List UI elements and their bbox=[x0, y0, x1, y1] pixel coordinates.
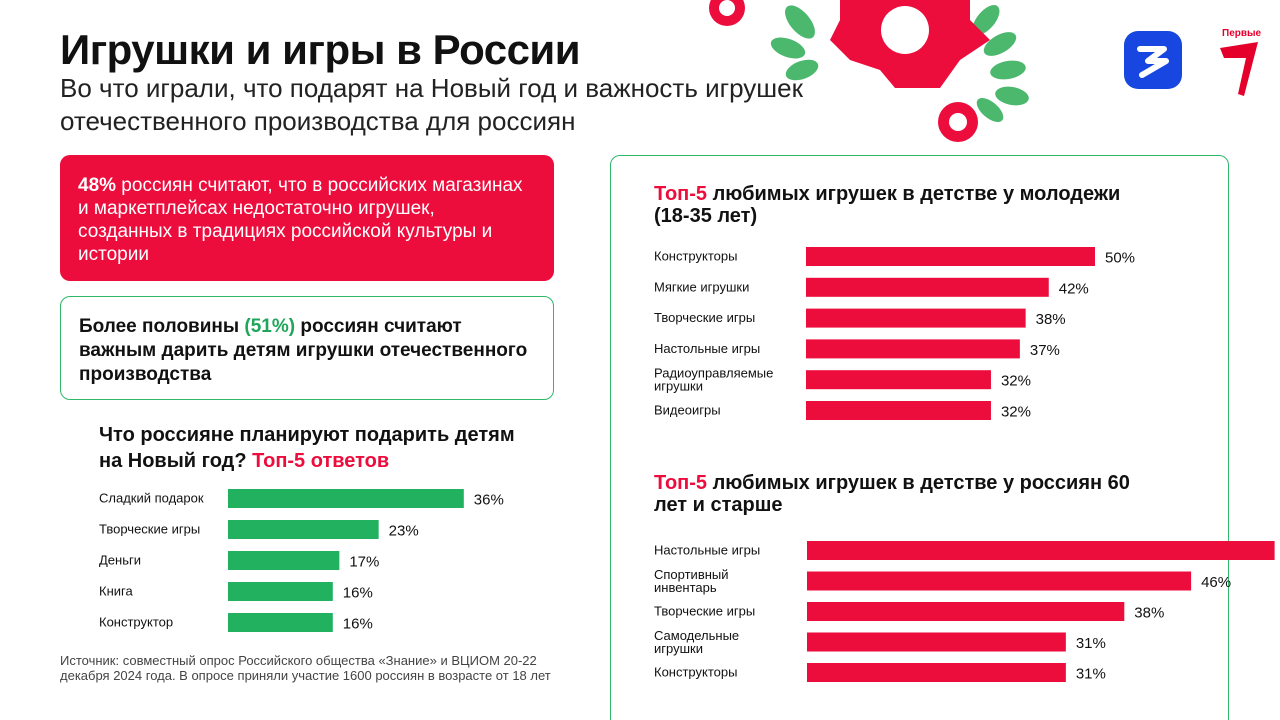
young-value-label-2: 38% bbox=[1036, 311, 1066, 328]
young-bar-4 bbox=[806, 370, 991, 390]
gifts-category-label-2: Деньги bbox=[99, 553, 141, 568]
young-chart-title-highlight: Топ-5 bbox=[654, 183, 708, 205]
stat-text-after: россиян считают важным дарить детям игру… bbox=[79, 316, 528, 385]
pervye-logo-mark bbox=[1220, 42, 1258, 96]
senior-category-label-4: Конструкторы bbox=[654, 665, 737, 680]
gifts-bar-3 bbox=[228, 582, 333, 601]
gifts-value-label-0: 36% bbox=[474, 492, 504, 509]
gifts-value-label-4: 16% bbox=[343, 616, 373, 633]
senior-category-label-2: Творческие игры bbox=[654, 604, 755, 619]
young-value-label-3: 37% bbox=[1030, 342, 1060, 359]
senior-chart-title-highlight: Топ-5 bbox=[654, 472, 708, 494]
senior-bar-chart: Настольные игры56%Спортивныйинвентарь46%… bbox=[654, 541, 1275, 683]
gifts-category-label-4: Конструктор bbox=[99, 615, 173, 630]
page-title: Игрушки и игры в России bbox=[60, 26, 581, 73]
gifts-value-label-2: 17% bbox=[349, 554, 379, 571]
young-category-label-0: Конструкторы bbox=[654, 249, 737, 264]
young-bar-2 bbox=[806, 308, 1026, 328]
senior-category-label-1: Спортивный инвентарь bbox=[654, 567, 729, 595]
senior-bar-1 bbox=[807, 571, 1192, 591]
gifts-bar-2 bbox=[228, 551, 340, 570]
stat-text-before: Более половины bbox=[79, 316, 245, 337]
favorite-toys-panel bbox=[610, 155, 1229, 720]
gifts-bar-0 bbox=[228, 489, 464, 508]
pervye-logo-text: Первые bbox=[1222, 28, 1262, 39]
gifts-bar-4 bbox=[228, 613, 333, 632]
senior-value-label-4: 31% bbox=[1076, 666, 1106, 683]
gifts-category-label-3: Книга bbox=[99, 584, 133, 599]
gifts-value-label-3: 16% bbox=[343, 585, 373, 602]
young-bar-5 bbox=[806, 401, 991, 420]
senior-value-label-2: 38% bbox=[1134, 605, 1164, 622]
young-value-label-0: 50% bbox=[1105, 250, 1135, 267]
senior-bar-0 bbox=[807, 541, 1275, 560]
gift-chart-title: Что россияне планируют подарить детям на… bbox=[99, 422, 539, 474]
young-bar-1 bbox=[806, 277, 1049, 297]
gears-leaves-decoration bbox=[709, 0, 1029, 142]
stat-text: россиян считают, что в российских магази… bbox=[78, 175, 523, 265]
young-category-label-3: Настольные игры bbox=[654, 341, 760, 356]
young-value-label-1: 42% bbox=[1059, 280, 1089, 297]
gifts-category-label-0: Сладкий подарок bbox=[99, 491, 204, 506]
znanie-logo bbox=[1124, 31, 1182, 89]
stat-highlight: (51%) bbox=[244, 316, 296, 337]
young-bar-3 bbox=[806, 339, 1020, 359]
young-category-label-5: Видеоигры bbox=[654, 403, 721, 418]
young-chart-title: Топ-5 любимых игрушек в детстве у молоде… bbox=[654, 183, 1134, 227]
young-value-label-4: 32% bbox=[1001, 373, 1031, 390]
stat-card-48-percent: 48% россиян считают, что в российских ма… bbox=[60, 155, 554, 281]
young-bar-chart: Конструкторы 50% Мягкие игрушки 42% Творческ… bbox=[654, 247, 1135, 421]
senior-bar-2 bbox=[807, 602, 1125, 621]
gifts-category-label-1: Творческие игры bbox=[99, 522, 200, 537]
senior-chart-title: Топ-5 любимых игрушек в детстве у россия… bbox=[654, 472, 1134, 516]
page-subtitle: Во что играли, что подарят на Новый год … bbox=[60, 73, 803, 136]
young-bar-0 bbox=[806, 247, 1095, 266]
young-category-label-1: Мягкие игрушки bbox=[654, 279, 749, 294]
young-value-label-5: 32% bbox=[1001, 404, 1031, 421]
young-category-label-2: Творческие игры bbox=[654, 310, 755, 325]
senior-value-label-1: 46% bbox=[1201, 574, 1231, 591]
gift-chart-title-main: Что россияне планируют подарить детям на… bbox=[99, 424, 515, 472]
senior-category-label-3: Самодельные игрушки bbox=[654, 628, 739, 656]
gifts-value-label-1: 23% bbox=[389, 523, 419, 540]
senior-bar-3 bbox=[807, 632, 1066, 652]
stat-card-51-percent: Более половины (51%) россиян считают важ… bbox=[60, 296, 554, 400]
senior-value-label-3: 31% bbox=[1076, 635, 1106, 652]
gift-bar-chart: Сладкий подарок 36% Творческие игры 23% День… bbox=[99, 489, 504, 633]
senior-category-label-0: Настольные игры bbox=[654, 543, 760, 558]
senior-chart-title-main: любимых игрушек в детстве у россиян 60 л… bbox=[654, 472, 1130, 516]
gifts-bar-1 bbox=[228, 520, 379, 539]
young-category-label-4: Радиоуправляемые игрушки bbox=[654, 366, 773, 394]
stat-highlight: 48% bbox=[78, 175, 117, 196]
source-note: Источник: совместный опрос Российского о… bbox=[60, 653, 551, 683]
senior-bar-4 bbox=[807, 663, 1066, 682]
gift-chart-title-highlight: Топ-5 ответов bbox=[252, 450, 390, 472]
young-chart-title-main: любимых игрушек в детстве у молодежи (18… bbox=[654, 183, 1121, 227]
